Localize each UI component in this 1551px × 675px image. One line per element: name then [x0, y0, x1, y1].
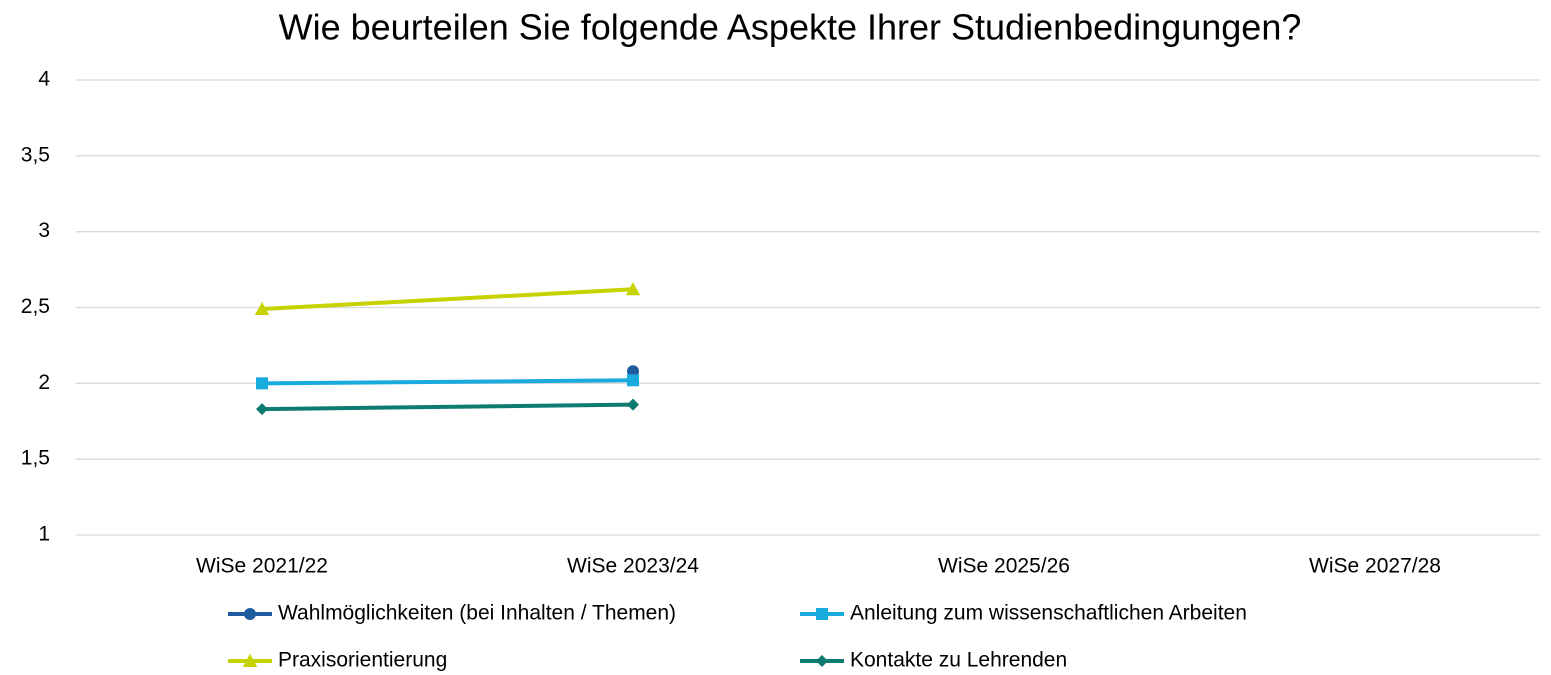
legend-label: Praxisorientierung: [278, 649, 447, 672]
legend-label: Anleitung zum wissenschaftlichen Arbeite…: [850, 602, 1247, 625]
series-line: [261, 402, 634, 412]
marker: [627, 365, 639, 378]
chart-title: Wie beurteilen Sie folgende Aspekte Ihre…: [279, 7, 1302, 48]
marker: [816, 608, 828, 620]
x-tick-label: WiSe 2025/26: [938, 555, 1070, 578]
y-tick-label: 4: [38, 68, 50, 91]
marker: [627, 374, 639, 387]
marker: [244, 608, 256, 620]
marker: [625, 282, 641, 296]
y-tick-label: 2,5: [21, 295, 50, 318]
series-line: [261, 287, 634, 312]
x-tick-label: WiSe 2023/24: [567, 555, 699, 578]
y-tick-label: 2: [38, 371, 50, 394]
y-tick-label: 1,5: [21, 447, 50, 470]
marker: [256, 377, 268, 390]
legend-label: Kontakte zu Lehrenden: [850, 649, 1067, 672]
legend-label: Wahlmöglichkeiten (bei Inhalten / Themen…: [278, 602, 676, 625]
marker: [254, 301, 270, 316]
y-tick-label: 3: [38, 219, 50, 242]
y-tick-label: 1: [38, 523, 50, 546]
marker: [627, 398, 639, 411]
marker: [816, 655, 828, 667]
x-tick-label: WiSe 2021/22: [196, 555, 328, 578]
series-line: [261, 378, 634, 386]
y-tick-label: 3,5: [21, 143, 50, 166]
marker: [242, 653, 258, 667]
marker: [256, 403, 268, 416]
x-tick-label: WiSe 2027/28: [1309, 555, 1441, 578]
